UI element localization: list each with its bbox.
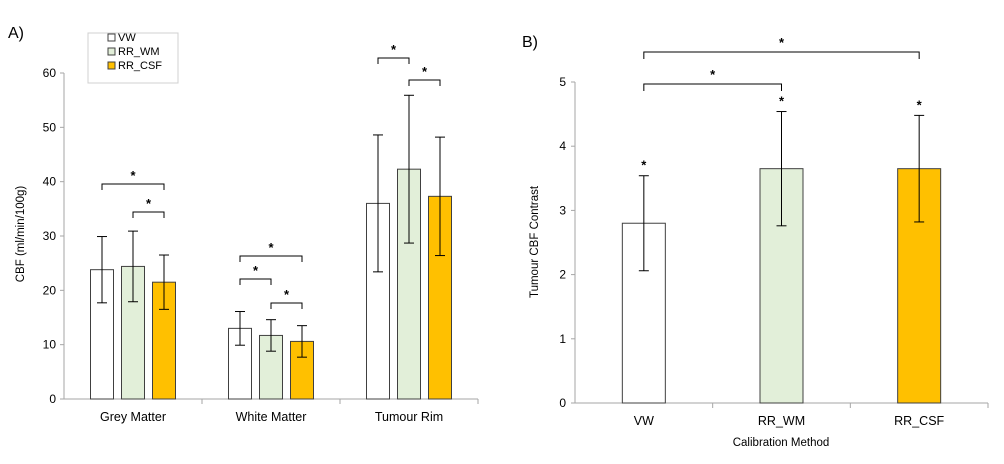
legend-label-rr-wm: RR_WM [118, 46, 160, 58]
panel-a-chart: A) 0 10 20 30 40 50 60 Grey Matter White Matter T… [8, 25, 479, 424]
category-label: RR_CSF [894, 414, 944, 428]
significance-star: * [253, 263, 259, 278]
y-tick-label: 4 [559, 139, 566, 153]
panel-a-y-axis-label: CBF (ml/min/100g) [15, 186, 27, 283]
panel-b-label: B) [522, 34, 538, 51]
significance-bracket [643, 83, 782, 91]
significance-bracket [270, 302, 303, 309]
y-tick-label: 3 [559, 203, 566, 217]
panel-a-significance: * * * * * * * [101, 42, 441, 309]
y-tick-label: 5 [559, 75, 566, 89]
y-tick-label: 0 [559, 396, 566, 410]
significance-bracket [239, 255, 303, 262]
category-label: White Matter [236, 410, 307, 424]
panel-a-label: A) [8, 25, 24, 42]
legend-swatch-rr-csf [107, 61, 116, 70]
y-tick-label: 50 [43, 120, 57, 134]
panel-a-bars [90, 94, 452, 400]
y-tick-label: 60 [43, 66, 57, 80]
bar-significance-star: * [641, 158, 647, 173]
legend-box [87, 32, 179, 84]
panel-a-axes: 0 10 20 30 40 50 60 Grey Matter White Matter Tumo… [43, 66, 479, 424]
significance-bracket [132, 211, 165, 218]
y-tick-label: 40 [43, 175, 57, 189]
legend-label-rr-csf: RR_CSF [118, 60, 162, 72]
category-label: Tumour Rim [375, 410, 443, 424]
significance-bracket [377, 57, 410, 64]
significance-star: * [268, 240, 274, 255]
significance-star: * [422, 64, 428, 79]
bar-significance-star: * [779, 94, 785, 109]
significance-bracket [643, 51, 920, 59]
panel-a-legend: VW RR_WM RR_CSF [87, 32, 179, 84]
y-tick-label: 2 [559, 268, 566, 282]
significance-bracket [408, 79, 441, 86]
significance-star: * [710, 67, 716, 82]
significance-star: * [146, 196, 152, 211]
bar-significance-star: * [917, 97, 923, 112]
category-label: VW [634, 414, 654, 428]
significance-star: * [779, 35, 785, 50]
significance-bracket [239, 278, 272, 285]
category-label: Grey Matter [100, 410, 166, 424]
y-tick-label: 0 [49, 392, 56, 406]
significance-star: * [284, 287, 290, 302]
y-tick-label: 30 [43, 229, 57, 243]
y-tick-label: 20 [43, 283, 57, 297]
legend-swatch-vw [107, 33, 116, 42]
significance-star: * [130, 168, 136, 183]
y-tick-label: 1 [559, 332, 566, 346]
legend-swatch-rr-wm [107, 47, 116, 56]
significance-star: * [391, 42, 397, 57]
panel-b-x-axis-label: Calibration Method [733, 437, 830, 449]
legend-label-vw: VW [118, 32, 136, 44]
category-label: RR_WM [758, 414, 805, 428]
panel-b-bars: * * * [621, 94, 942, 404]
y-tick-label: 10 [43, 338, 57, 352]
panel-b-significance: ** [643, 35, 920, 91]
panel-b-y-axis-label: Tumour CBF Contrast [529, 185, 541, 298]
significance-bracket [101, 183, 165, 190]
